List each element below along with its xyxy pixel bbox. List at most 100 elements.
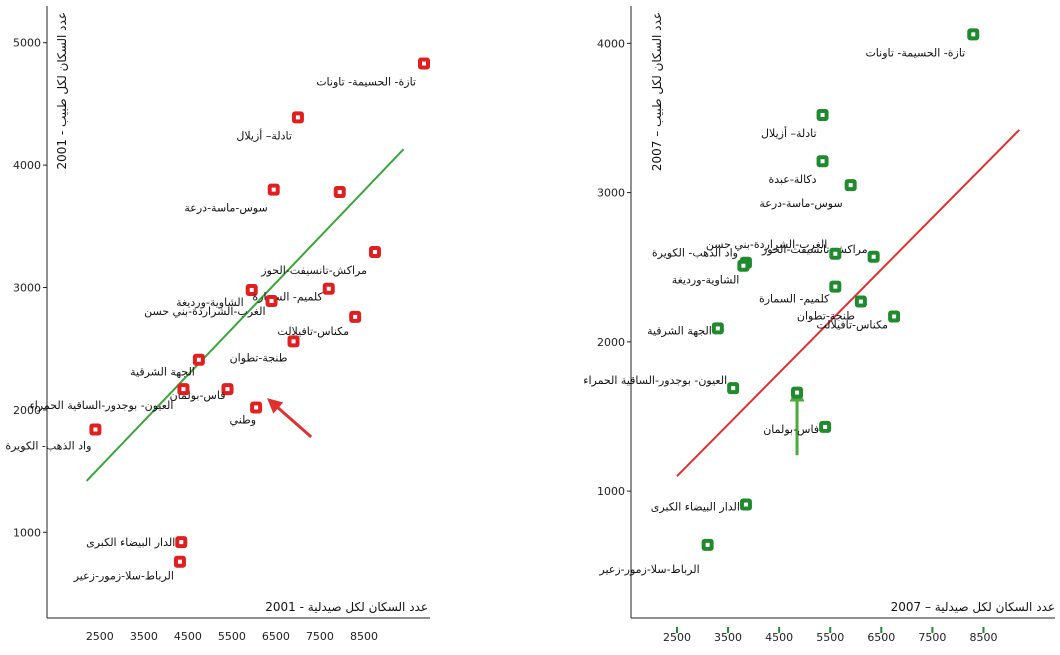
point-label: دكالة-عبدة	[768, 173, 816, 186]
point-label: سوس-ماسة-درعة	[759, 197, 842, 210]
point-label: مراكش-تانسيفت-الحوز	[260, 264, 367, 277]
data-point-center	[177, 559, 182, 564]
data-point-center	[731, 386, 736, 391]
y-axis-title: عدد السكان لكل طبيب - 2001	[55, 12, 69, 170]
trendline-group	[676, 129, 1020, 477]
point-label: تادلة– أزيلال	[761, 126, 817, 140]
y-tick-label: 4000	[597, 37, 625, 50]
data-point-center	[795, 390, 800, 395]
y-tick-label: 2000	[597, 336, 625, 349]
point-label: الغرب-الشراردة-بني حسن	[706, 238, 827, 251]
data-point-center	[179, 540, 184, 545]
data-point-center	[326, 286, 331, 291]
arrow-group	[267, 398, 313, 438]
point-label: واد الذهب- الكويرة	[5, 440, 91, 453]
x-tick-label: 3500	[130, 630, 158, 643]
x-ticks: 2500 3500 4500 5500 6500 7500 8500	[663, 627, 997, 644]
data-point-center	[196, 357, 201, 362]
x-tick-label: 6500	[867, 631, 895, 644]
trendline-group	[85, 148, 405, 482]
x-tick-label: 3500	[714, 631, 742, 644]
y-tick-label: 2000	[13, 404, 41, 417]
point-label: الشاوية-ورديغة	[176, 296, 244, 309]
y-tick-label: 3000	[13, 282, 41, 295]
data-point-center	[372, 250, 377, 255]
point-label: الجهة الشرقية	[647, 324, 712, 337]
point-label: كلميم- السمارة	[252, 291, 323, 304]
data-point-center	[892, 314, 897, 319]
x-tick-label: 8500	[350, 630, 378, 643]
data-point-center	[858, 299, 863, 304]
x-axis-title: عدد السكان لكل صيدلية – 2007	[891, 600, 1055, 614]
data-point-center	[715, 326, 720, 331]
x-ticks: 2500 3500 4500 5500 6500 7500 8500	[86, 630, 378, 643]
x-tick-label: 5500	[816, 631, 844, 644]
data-point-center	[295, 115, 300, 120]
data-point-center	[705, 542, 710, 547]
point-label: تازة- الحسيمة- تاونات	[316, 76, 416, 89]
data-point-center	[93, 427, 98, 432]
x-tick-label: 2500	[663, 631, 691, 644]
data-point-center	[820, 112, 825, 117]
point-label: واد الذهب- الكويرة	[652, 247, 738, 260]
data-point-center	[871, 254, 876, 259]
point-label: فاس-بولمان	[763, 423, 819, 436]
data-point-center	[271, 187, 276, 192]
data-point-center	[181, 387, 186, 392]
x-axis-title: عدد السكان لكل صيدلية - 2001	[265, 600, 428, 614]
x-tick-label: 5500	[218, 630, 246, 643]
point-label: العيون- بوجدور-الساقية الحمراء	[583, 374, 727, 387]
x-tick-label: 4500	[765, 631, 793, 644]
point-label: الدار البيضاء الكبرى	[651, 501, 740, 514]
trend-line	[676, 129, 1020, 477]
y-tick-label: 1000	[597, 485, 625, 498]
data-point-center	[337, 190, 342, 195]
point-label: سوس-ماسة-درعة	[184, 202, 267, 215]
data-point-center	[353, 314, 358, 319]
data-point-center	[833, 284, 838, 289]
x-tick-label: 2500	[86, 630, 114, 643]
y-ticks: 1000 2000 3000 4000 5000	[13, 37, 47, 539]
chart-2001: 1000 2000 3000 4000 5000 2500 3500 4500 5500 650…	[5, 6, 430, 643]
points-group: تازة- الحسيمة- تاونات تادلة– أزيلال دكالة-…	[583, 28, 980, 576]
x-tick-label: 7500	[306, 630, 334, 643]
data-point-center	[741, 263, 746, 268]
trend-line	[85, 148, 405, 482]
data-point-center	[225, 387, 230, 392]
data-point-center	[249, 287, 254, 292]
points-group: تازة- الحسيمة- تاونات تادلة– أزيلال سوس-ما…	[5, 57, 430, 583]
data-point-center	[422, 61, 426, 66]
point-label: مكناس-تافيلالت	[816, 318, 888, 331]
data-point-center	[823, 424, 828, 429]
data-point-center	[291, 339, 296, 344]
point-label: الغرب-الشراردة-بني حسن	[144, 305, 265, 318]
x-tick-label: 6500	[262, 630, 290, 643]
point-label: وطني	[230, 413, 257, 426]
data-point-center	[743, 502, 748, 507]
point-label: الشاوية-ورديغة	[672, 274, 740, 287]
data-point-center	[833, 251, 838, 256]
data-point-center	[820, 159, 825, 164]
point-label: العيون- بوجدور-الساقية الحمراء	[30, 399, 174, 412]
chart-2007: 1000 2000 3000 4000 2500 3500 4500 5500 6500 750…	[583, 6, 1055, 644]
y-tick-label: 4000	[13, 159, 41, 172]
annotation-arrow	[267, 398, 313, 438]
x-tick-label: 8500	[969, 631, 997, 644]
y-axis-title: عدد السكان لكل طبيب – 2007	[650, 12, 664, 171]
y-ticks: 1000 2000 3000 4000	[597, 37, 631, 498]
point-label: الرباط-سلا-زمور-زعير	[598, 563, 699, 576]
y-tick-label: 5000	[13, 37, 41, 50]
point-label: تادلة– أزيلال	[236, 128, 292, 142]
point-label: مكناس-تافيلالت	[277, 325, 349, 338]
point-label: الجهة الشرقية	[130, 366, 195, 379]
point-label: كلميم- السمارة	[759, 293, 830, 306]
x-tick-label: 4500	[174, 630, 202, 643]
point-label: الدار البيضاء الكبرى	[86, 536, 175, 549]
point-label: الرباط-سلا-زمور-زعير	[73, 570, 174, 583]
x-tick-label: 7500	[918, 631, 946, 644]
data-point-center	[269, 298, 274, 303]
y-tick-label: 3000	[597, 187, 625, 200]
data-point-center	[971, 32, 976, 37]
y-tick-label: 1000	[13, 526, 41, 539]
